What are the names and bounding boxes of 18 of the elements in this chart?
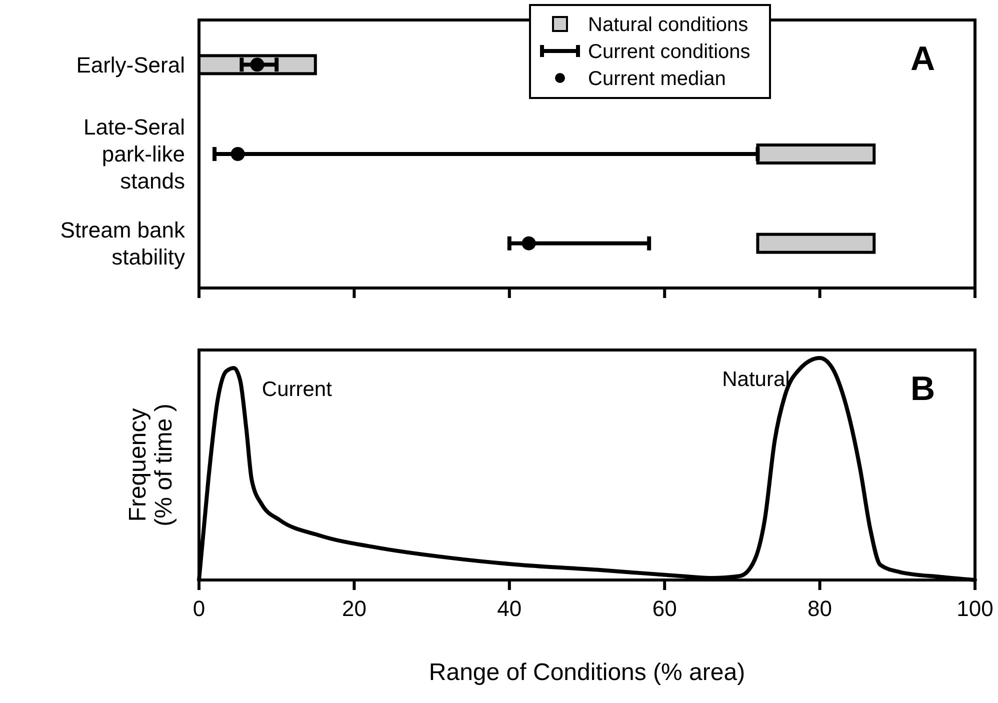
annotation: Natural — [722, 368, 790, 391]
legend-label: Current conditions — [588, 41, 750, 63]
x-tick-label: 60 — [652, 596, 677, 621]
x-tick-label: 40 — [497, 596, 522, 621]
x-tick-label: 80 — [808, 596, 832, 621]
x-tick-label: 100 — [956, 596, 994, 621]
x-tick-label: 20 — [342, 596, 366, 621]
annotation: A — [910, 40, 935, 78]
legend-label: Current median — [588, 68, 726, 90]
x-tick-label: 0 — [192, 596, 206, 621]
y-axis-title: Frequency (% of time ) — [124, 404, 178, 526]
annotation: B — [910, 370, 935, 408]
annotation: Current — [262, 378, 332, 401]
legend-label: Natural conditions — [588, 14, 748, 36]
y-tick-label: Early-Seral — [76, 52, 185, 78]
y-tick-label: Stream bank stability — [60, 218, 186, 270]
x-axis-title: Range of Conditions (% area) — [428, 659, 746, 686]
y-tick-label: Late-Seral park-like stands — [83, 114, 185, 194]
